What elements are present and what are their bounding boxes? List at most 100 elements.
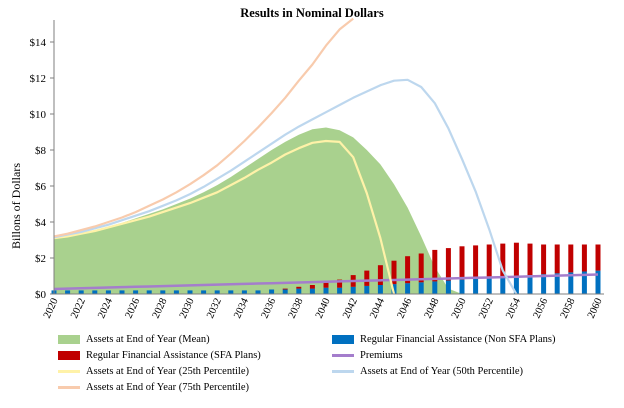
legend-swatch-sfa — [58, 351, 80, 360]
bar-sfa-2054 — [513, 242, 519, 276]
y-tick-label-8: $8 — [35, 145, 47, 157]
y-tick-label-14: $14 — [30, 37, 47, 49]
bar-non-sfa-2032 — [214, 290, 220, 294]
bar-non-sfa-2053 — [500, 276, 506, 294]
x-tick-label-2042: 2042 — [341, 297, 360, 321]
x-tick-label-2054: 2054 — [504, 296, 523, 320]
bar-non-sfa-2029 — [173, 290, 179, 294]
bar-sfa-2050 — [459, 246, 465, 280]
legend-item-assets-mean: Assets at End of Year (Mean) — [58, 334, 210, 345]
x-tick-label-2030: 2030 — [178, 297, 197, 321]
bar-non-sfa-2039 — [309, 288, 315, 294]
bar-non-sfa-2041 — [337, 287, 343, 294]
bar-non-sfa-2052 — [486, 277, 492, 294]
x-tick-label-2050: 2050 — [450, 297, 469, 321]
bar-non-sfa-2030 — [187, 290, 193, 294]
y-tick-label-12: $12 — [30, 73, 47, 85]
legend-swatch-p25 — [58, 370, 80, 373]
x-tick-label-2036: 2036 — [259, 297, 278, 321]
bar-non-sfa-2054 — [513, 276, 519, 294]
bar-sfa-2046 — [405, 256, 411, 284]
y-tick-label-0: $0 — [35, 289, 47, 301]
bar-sfa-2051 — [473, 245, 479, 279]
legend-swatch-p50 — [332, 370, 354, 373]
bar-non-sfa-2036 — [269, 289, 275, 294]
bar-non-sfa-2051 — [473, 278, 479, 294]
bar-sfa-2041 — [337, 279, 343, 288]
x-tick-label-2040: 2040 — [314, 297, 333, 321]
bar-non-sfa-2057 — [554, 273, 560, 294]
bar-non-sfa-2025 — [119, 290, 125, 294]
y-axis-label: Billons of Dollars — [9, 163, 23, 249]
x-tick-label-2046: 2046 — [395, 297, 414, 321]
bar-non-sfa-2042 — [350, 286, 356, 294]
chart-title: Results in Nominal Dollars — [240, 6, 384, 20]
bar-non-sfa-2033 — [228, 290, 234, 294]
legend-label-sfa: Regular Financial Assistance (SFA Plans) — [86, 350, 261, 361]
legend-item-p75: Assets at End of Year (75th Percentile) — [58, 382, 249, 393]
legend-item-sfa: Regular Financial Assistance (SFA Plans) — [58, 350, 261, 361]
bar-non-sfa-2044 — [377, 285, 383, 294]
bar-non-sfa-2048 — [432, 281, 438, 294]
bar-non-sfa-2047 — [418, 282, 424, 294]
bar-non-sfa-2022 — [78, 290, 84, 294]
legend-swatch-assets-mean — [58, 335, 80, 344]
x-tick-label-2060: 2060 — [586, 297, 605, 321]
bar-sfa-2058 — [568, 244, 574, 273]
bar-sfa-2047 — [418, 253, 424, 283]
bar-sfa-2060 — [595, 244, 601, 271]
bar-sfa-2053 — [500, 243, 506, 277]
legend-item-p50: Assets at End of Year (50th Percentile) — [332, 366, 523, 377]
y-tick-label-2: $2 — [35, 253, 46, 265]
bar-non-sfa-2050 — [459, 279, 465, 294]
x-tick-label-2022: 2022 — [69, 297, 88, 321]
bar-non-sfa-2058 — [568, 272, 574, 294]
bar-non-sfa-2028 — [160, 290, 166, 294]
bar-non-sfa-2055 — [527, 275, 533, 294]
bar-non-sfa-2040 — [323, 287, 329, 294]
bar-sfa-2045 — [391, 260, 397, 285]
bar-non-sfa-2060 — [595, 270, 601, 294]
line-assets-p75 — [53, 17, 354, 238]
x-tick-label-2028: 2028 — [151, 297, 170, 321]
bar-sfa-2057 — [554, 244, 560, 274]
legend-label-assets-mean: Assets at End of Year (Mean) — [86, 334, 210, 345]
bar-sfa-2040 — [323, 282, 329, 288]
line-assets-p25 — [53, 139, 396, 294]
legend-swatch-p75 — [58, 386, 80, 389]
legend-swatch-premiums — [332, 354, 354, 357]
legend-label-p50: Assets at End of Year (50th Percentile) — [360, 366, 524, 377]
plot-area — [51, 17, 601, 294]
x-tick-label-2058: 2058 — [559, 297, 578, 321]
bar-non-sfa-2056 — [541, 274, 547, 294]
bar-sfa-2043 — [364, 270, 370, 286]
bar-sfa-2038 — [296, 286, 302, 289]
x-tick-label-2026: 2026 — [123, 297, 142, 321]
legend-item-p25: Assets at End of Year (25th Percentile) — [58, 366, 249, 377]
y-tick-label-6: $6 — [35, 181, 47, 193]
x-tick-label-2034: 2034 — [232, 296, 251, 320]
bar-non-sfa-2034 — [241, 290, 247, 294]
x-tick-label-2024: 2024 — [96, 296, 115, 320]
bar-non-sfa-2021 — [65, 290, 71, 294]
legend-item-non-sfa: Regular Financial Assistance (Non SFA Pl… — [332, 334, 556, 345]
bar-non-sfa-2049 — [445, 280, 451, 294]
legend-label-premiums: Premiums — [360, 350, 403, 361]
bar-non-sfa-2043 — [364, 285, 370, 294]
bar-non-sfa-2023 — [92, 290, 98, 294]
y-tick-label-4: $4 — [35, 217, 47, 229]
legend-swatch-non-sfa — [332, 335, 354, 344]
legend-label-p75: Assets at End of Year (75th Percentile) — [86, 382, 250, 393]
y-tick-label-10: $10 — [30, 109, 47, 121]
bar-non-sfa-2045 — [391, 284, 397, 294]
area-assets-mean — [54, 127, 598, 294]
x-tick-label-2044: 2044 — [368, 296, 387, 320]
bar-sfa-2056 — [541, 244, 547, 275]
legend-label-non-sfa: Regular Financial Assistance (Non SFA Pl… — [360, 334, 556, 345]
bar-non-sfa-2046 — [405, 283, 411, 294]
bar-sfa-2049 — [445, 248, 451, 281]
bar-sfa-2055 — [527, 243, 533, 276]
x-tick-label-2052: 2052 — [477, 297, 496, 321]
bar-sfa-2039 — [309, 285, 315, 289]
